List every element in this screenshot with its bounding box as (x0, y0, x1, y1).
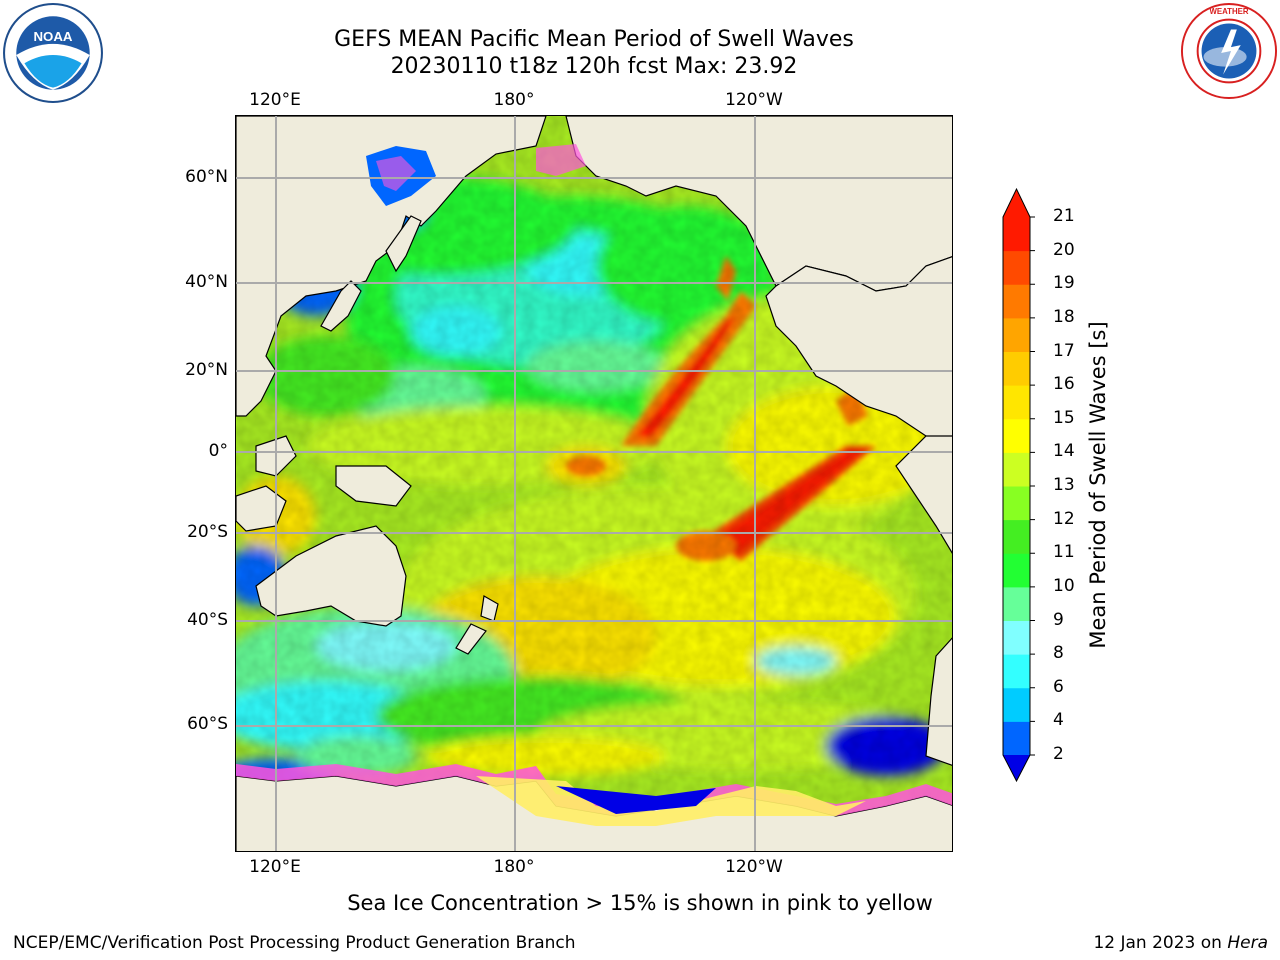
land-kamchatka (385, 215, 422, 273)
colorbar-tick-label: 20 (1053, 239, 1075, 260)
colorbar-tick-label: 10 (1053, 575, 1075, 596)
colorbar-label: Mean Period of Swell Waves [s] (1086, 321, 1110, 649)
sea-ice-layer (236, 144, 952, 826)
colorbar-segment (1003, 284, 1030, 319)
colorbar-segment (1003, 486, 1030, 521)
colorbar-tick-label: 11 (1053, 542, 1075, 563)
sea-ice-note: Sea Ice Concentration > 15% is shown in … (347, 891, 933, 915)
land-nz-south (455, 623, 487, 655)
colorbar-tick-label: 18 (1053, 306, 1075, 327)
colorbar-segment (1003, 519, 1030, 554)
lon-label-top-120w: 120°W (725, 90, 783, 110)
colorbar-max-extend (1003, 189, 1030, 217)
noaa-logo: NOAA (3, 3, 103, 103)
colorbar (1002, 187, 1035, 783)
footer-date: 12 Jan 2023 on Hera (1093, 933, 1268, 953)
colorbar-segment (1003, 351, 1030, 386)
colorbar-tick-label: 6 (1053, 676, 1064, 697)
land-japan (320, 280, 362, 332)
colorbar-tick-label: 16 (1053, 374, 1075, 395)
footer-credit: NCEP/EMC/Verification Post Processing Pr… (13, 933, 576, 953)
colorbar-tick-label: 19 (1053, 273, 1075, 294)
land-central-america (895, 435, 952, 554)
colorbar-tick-label: 9 (1053, 609, 1064, 630)
land-layer (236, 116, 952, 851)
colorbar-tick-label: 2 (1053, 744, 1064, 764)
colorbar-tick-label: 4 (1053, 710, 1064, 731)
lon-label-bottom-120e: 120°E (249, 857, 301, 877)
colorbar-segment (1003, 654, 1030, 689)
map-panel (235, 115, 953, 852)
land-new-guinea (335, 465, 412, 507)
colorbar-tick-label: 21 (1053, 206, 1075, 226)
colorbar-segment (1003, 418, 1030, 453)
colorbar-tick-label: 17 (1053, 340, 1075, 361)
lat-label-60s: 60°S (187, 714, 228, 734)
colorbar-tick-label: 14 (1053, 441, 1075, 462)
colorbar-segment (1003, 620, 1030, 655)
swell-period-map (236, 116, 952, 851)
colorbar-segment (1003, 217, 1030, 252)
lon-label-top-180: 180° (493, 90, 535, 110)
colorbar-tick-label: 13 (1053, 475, 1075, 495)
colorbar-segment (1003, 687, 1030, 722)
colorbar-segment (1003, 385, 1030, 420)
lat-label-60n: 60°N (185, 167, 228, 187)
colorbar-segment (1003, 586, 1030, 621)
footer-date-text: 12 Jan 2023 on (1093, 933, 1228, 953)
colorbar-segment (1003, 553, 1030, 588)
colorbar-min-extend (1003, 755, 1030, 781)
land-asia (236, 116, 547, 417)
colorbar-segment (1003, 250, 1030, 285)
land-north-america (765, 256, 952, 446)
lon-label-bottom-180: 180° (493, 857, 535, 877)
lat-label-equator: 0° (208, 441, 228, 461)
colorbar-tick-label: 15 (1053, 407, 1075, 428)
lon-label-top-120e: 120°E (249, 90, 301, 110)
nws-logo: WEATHER (1180, 2, 1278, 100)
svg-text:WEATHER: WEATHER (1210, 7, 1249, 16)
colorbar-segment (1003, 317, 1030, 352)
lon-label-bottom-120w: 120°W (725, 857, 783, 877)
footer-host: Hera (1227, 933, 1268, 953)
colorbar-tick-label: 12 (1053, 508, 1075, 529)
chart-title: GEFS MEAN Pacific Mean Period of Swell W… (334, 27, 854, 52)
lat-label-40s: 40°S (187, 610, 228, 630)
svg-text:NOAA: NOAA (33, 29, 72, 44)
colorbar-segment (1003, 452, 1030, 487)
lat-label-20s: 20°S (187, 522, 228, 542)
colorbar-segment (1003, 721, 1030, 756)
chart-subtitle: 20230110 t18z 120h fcst Max: 23.92 (390, 54, 798, 79)
lat-label-20n: 20°N (185, 360, 228, 380)
lat-label-40n: 40°N (185, 272, 228, 292)
colorbar-tick-label: 8 (1053, 643, 1064, 664)
graticule (236, 116, 952, 851)
